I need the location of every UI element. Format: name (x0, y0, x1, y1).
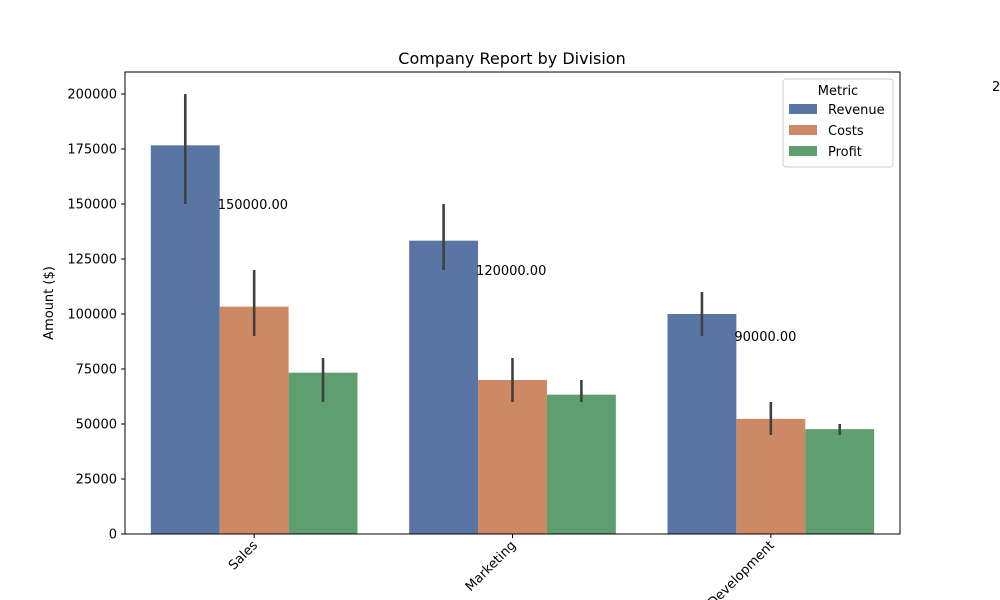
annotation-development: 90000.00 (734, 330, 796, 345)
plot-frame (124, 71, 901, 535)
y-tick-label: 25000 (76, 473, 117, 488)
legend-swatch-profit (789, 146, 817, 156)
x-axis: Sales Marketing Development (226, 534, 778, 600)
annotation-marketing: 120000.00 (476, 264, 546, 279)
bar-costs-marketing (478, 380, 547, 534)
y-tick-label: 200000 (67, 88, 117, 103)
bar-profit-marketing (546, 394, 616, 534)
legend-title: Metric (818, 84, 858, 99)
y-tick-label: 100000 (67, 308, 117, 323)
legend-swatch-revenue (789, 104, 817, 114)
bar-revenue-development (667, 314, 737, 534)
y-tick-label: 75000 (76, 363, 117, 378)
y-tick-label: 0 (109, 528, 117, 543)
bars-group (150, 145, 875, 535)
x-tick-label-marketing: Marketing (463, 538, 519, 594)
y-tick-label: 150000 (67, 198, 117, 213)
y-tick-label: 125000 (67, 253, 117, 268)
bar-revenue-marketing (409, 240, 479, 534)
bar-costs-development (736, 418, 806, 534)
y-axis: 0 25000 50000 75000 100000 125000 150000 175000… (67, 88, 125, 543)
bar-profit-development (805, 429, 875, 534)
error-bars-group (183, 94, 842, 435)
legend-box (782, 78, 894, 168)
annotation-sales: 150000.00 (218, 198, 288, 213)
chart-title: Company Report by Division (398, 49, 625, 68)
stray-label: 2 (992, 80, 1000, 95)
y-tick-label: 175000 (67, 143, 117, 158)
y-tick-label: 50000 (76, 418, 117, 433)
x-tick-label-sales: Sales (226, 538, 261, 573)
x-tick-label-development: Development (705, 538, 777, 600)
legend: Metric Revenue Costs Profit (782, 78, 894, 168)
legend-label-profit: Profit (828, 145, 862, 160)
legend-label-costs: Costs (828, 124, 864, 139)
legend-label-revenue: Revenue (828, 103, 885, 118)
bar-costs-sales (219, 306, 289, 534)
y-axis-label: Amount ($) (42, 266, 57, 340)
annotations-group: 150000.00 120000.00 90000.00 (218, 198, 797, 345)
bar-revenue-sales (150, 145, 220, 535)
legend-swatch-costs (789, 125, 817, 135)
